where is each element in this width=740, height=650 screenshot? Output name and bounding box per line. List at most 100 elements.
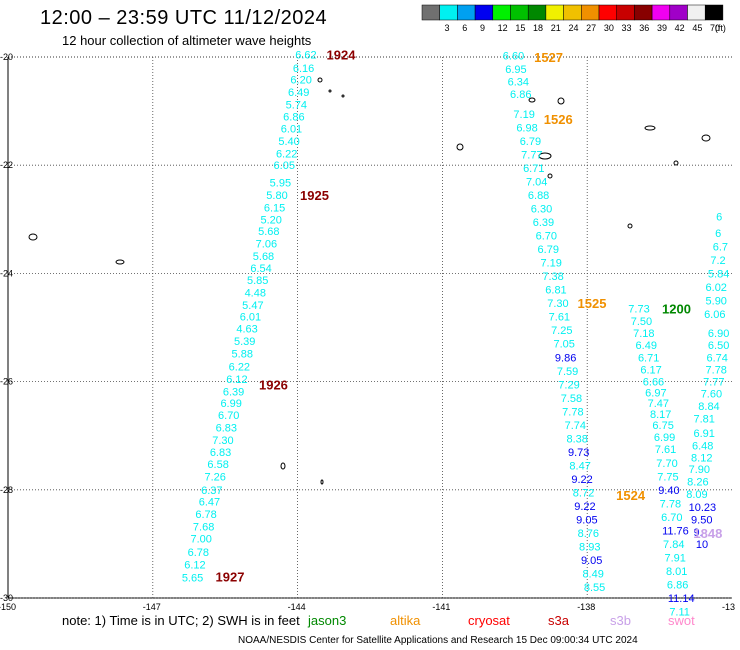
swh-value: 8.49 xyxy=(582,569,603,581)
swh-value: 6 xyxy=(716,212,722,224)
swh-value: 6.79 xyxy=(520,136,541,148)
swh-value: 7.58 xyxy=(561,393,582,405)
swh-value: 6.99 xyxy=(654,432,675,444)
swh-value: 6.22 xyxy=(229,361,250,373)
swh-value: 7.18 xyxy=(633,328,654,340)
swh-value: 6.01 xyxy=(240,312,261,324)
swh-value: 7.61 xyxy=(549,312,570,324)
swh-value: 6.06 xyxy=(704,309,725,321)
island-outline xyxy=(538,152,552,160)
scale-tick-label: 39 xyxy=(657,23,667,33)
swh-value: 6.34 xyxy=(508,76,529,88)
swh-value: 7.61 xyxy=(655,444,676,456)
swh-value: 7.26 xyxy=(205,471,226,483)
swh-value: 6.58 xyxy=(207,459,228,471)
swh-value: 7.00 xyxy=(191,533,212,545)
swh-value: 7.73 xyxy=(628,304,649,316)
swh-value: 7.30 xyxy=(547,298,568,310)
swh-value: 6.70 xyxy=(218,410,239,422)
swh-value: 7.04 xyxy=(526,176,547,188)
swh-value: 6.17 xyxy=(640,365,661,377)
island-outline xyxy=(557,97,565,105)
swh-value: 6.86 xyxy=(510,89,531,101)
island-outline xyxy=(317,77,323,83)
swh-value: 6.12 xyxy=(184,559,205,571)
scale-tick-label: 3 xyxy=(445,23,450,33)
map-subtitle: 12 hour collection of altimeter wave hei… xyxy=(62,33,312,48)
island-outline xyxy=(341,94,345,98)
swh-value: 8.38 xyxy=(567,433,588,445)
lat-tick-label: -22 xyxy=(0,160,13,170)
swh-value: 7.78 xyxy=(562,406,583,418)
swh-value: 7.30 xyxy=(212,435,233,447)
swh-value: 10 xyxy=(696,539,708,551)
island-outline xyxy=(528,97,536,103)
scale-tick-label: 18 xyxy=(533,23,543,33)
swh-value: 7.19 xyxy=(540,258,561,270)
swh-value: 6.70 xyxy=(536,231,557,243)
legend-altika: altika xyxy=(390,613,421,628)
swh-value: 7.91 xyxy=(664,552,685,564)
island-outline xyxy=(547,173,553,179)
island-outline xyxy=(328,89,332,93)
swh-value: 8.17 xyxy=(650,409,671,421)
pass-time-label: 1848 xyxy=(693,526,722,541)
swh-value: 6.37 xyxy=(201,485,222,497)
swh-value: 6.16 xyxy=(293,63,314,75)
scale-tick-label: 30 xyxy=(604,23,614,33)
island-outline xyxy=(115,259,125,265)
swh-value: 5.90 xyxy=(706,295,727,307)
swh-value: 6.88 xyxy=(528,190,549,202)
swh-value: 8.09 xyxy=(686,489,707,501)
swh-value: 7.05 xyxy=(553,339,574,351)
swh-value: 6.48 xyxy=(692,440,713,452)
swh-value: 6 xyxy=(715,228,721,240)
swh-value: 5.88 xyxy=(232,348,253,360)
swh-value: 4.63 xyxy=(236,324,257,336)
legend-cryosat: cryosat xyxy=(468,613,510,628)
legend-s3a: s3a xyxy=(548,613,569,628)
swh-value: 6.71 xyxy=(638,352,659,364)
swh-value: 9.05 xyxy=(581,555,602,567)
scale-tick-label: 12 xyxy=(498,23,508,33)
swh-value: 5.84 xyxy=(708,268,729,280)
swh-value: 7.60 xyxy=(701,389,722,401)
swh-value: 7.70 xyxy=(656,458,677,470)
swh-value: 6.97 xyxy=(645,387,666,399)
swh-value: 5.68 xyxy=(253,251,274,263)
color-scale-bar: 3 6 9 12 15 18 21 24 27 30 33 36 39 42 45 70(ft) xyxy=(421,4,726,33)
swh-value: 6.30 xyxy=(531,203,552,215)
pass-time-label: 1527 xyxy=(534,50,563,65)
lat-tick-label: -20 xyxy=(0,52,13,62)
swh-value: 7.74 xyxy=(565,420,586,432)
legend-jason3: jason3 xyxy=(308,613,347,628)
pass-time-label: 1927 xyxy=(216,569,245,584)
swh-value: 5.47 xyxy=(242,300,263,312)
swh-value: 6.01 xyxy=(281,123,302,135)
swh-value: 7.78 xyxy=(660,498,681,510)
swh-value: 6.49 xyxy=(288,87,309,99)
swh-value: 8.12 xyxy=(691,452,712,464)
swh-value: 5.68 xyxy=(258,226,279,238)
swh-value: 7.77 xyxy=(521,149,542,161)
swh-value: 7.29 xyxy=(558,379,579,391)
swh-value: 7.68 xyxy=(193,522,214,534)
scale-tick-label: 45 xyxy=(692,23,702,33)
pass-time-label: 1524 xyxy=(616,488,646,503)
swh-value: 9.05 xyxy=(576,515,597,527)
scale-tick-label: 27 xyxy=(586,23,596,33)
swh-value: 4.48 xyxy=(245,287,266,299)
island-outline xyxy=(644,125,656,131)
swh-value: 9.22 xyxy=(571,474,592,486)
pass-time-label: 1525 xyxy=(578,296,607,311)
swh-value: 6.75 xyxy=(652,420,673,432)
swh-value: 6.62 xyxy=(295,49,316,61)
swh-value: 8.76 xyxy=(578,528,599,540)
swh-value: 5.20 xyxy=(261,214,282,226)
swh-value: 6.81 xyxy=(545,285,566,297)
swh-value: 6.86 xyxy=(283,112,304,124)
island-outline xyxy=(320,479,324,485)
footnote: note: 1) Time is in UTC; 2) SWH is in fe… xyxy=(62,613,300,628)
swh-value: 7.38 xyxy=(542,271,563,283)
